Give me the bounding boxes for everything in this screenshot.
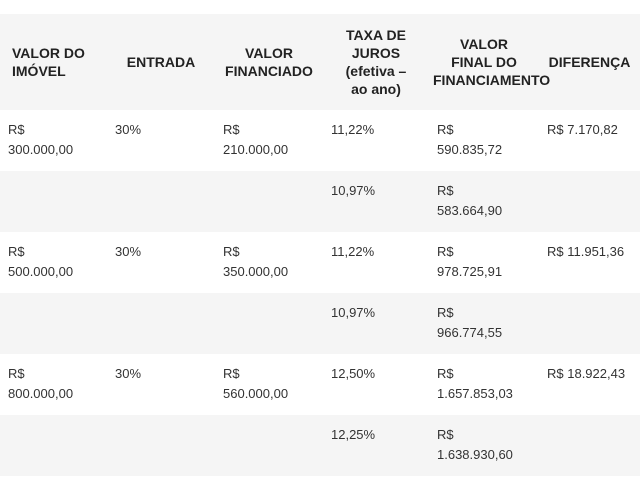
cell-difference: R$ 11.951,36	[547, 244, 625, 259]
cell-final-value: R$ 1.657.853,03	[437, 366, 513, 401]
cell-property-value: R$ 300.000,00	[8, 122, 74, 157]
table-row: 10,97% R$ 966.774,55	[0, 293, 640, 354]
cell-financed-value	[215, 293, 323, 354]
cell-property-value: R$ 500.000,00	[8, 244, 74, 279]
cell-difference	[539, 171, 640, 232]
cell-interest-rate: 12,50%	[331, 366, 376, 381]
cell-property-value	[0, 415, 107, 476]
cell-final-value: R$ 583.664,90	[437, 183, 503, 218]
cell-interest-rate: 10,97%	[331, 305, 376, 320]
cell-down-payment	[107, 171, 215, 232]
header-interest-rate: TAXA DE JUROS (efetiva – ao ano)	[345, 27, 407, 97]
cell-property-value: R$ 800.000,00	[8, 366, 74, 401]
cell-financed-value: R$ 560.000,00	[223, 366, 289, 401]
cell-financed-value: R$ 210.000,00	[223, 122, 289, 157]
header-financed-value: VALOR FINANCIADO	[225, 45, 313, 79]
cell-interest-rate: 11,22%	[331, 122, 375, 137]
cell-property-value	[0, 171, 107, 232]
header-down-payment: ENTRADA	[126, 54, 196, 70]
cell-property-value	[0, 293, 107, 354]
cell-difference	[539, 415, 640, 476]
header-final-financing-value: VALOR FINAL DO FINANCIAMENTO	[433, 36, 551, 88]
cell-final-value: R$ 966.774,55	[437, 305, 503, 340]
cell-final-value: R$ 1.638.930,60	[437, 427, 513, 462]
cell-interest-rate: 12,25%	[331, 427, 376, 442]
table-body: R$ 300.000,00 30% R$ 210.000,00 11,22% R$ 5…	[0, 110, 640, 476]
cell-down-payment: 30%	[115, 366, 142, 381]
cell-interest-rate: 10,97%	[331, 183, 376, 198]
cell-down-payment: 30%	[115, 122, 142, 137]
financing-comparison-table: VALOR DO IMÓVEL ENTRADA VALOR FINANCIADO…	[0, 14, 640, 476]
cell-difference: R$ 18.922,43	[547, 366, 626, 381]
table-header: VALOR DO IMÓVEL ENTRADA VALOR FINANCIADO…	[0, 14, 640, 110]
cell-financed-value: R$ 350.000,00	[223, 244, 289, 279]
cell-final-value: R$ 590.835,72	[437, 122, 503, 157]
table-row: R$ 800.000,00 30% R$ 560.000,00 12,50% R$ 1…	[0, 354, 640, 415]
table-row: 10,97% R$ 583.664,90	[0, 171, 640, 232]
cell-difference: R$ 7.170,82	[547, 122, 618, 137]
cell-financed-value	[215, 415, 323, 476]
cell-financed-value	[215, 171, 323, 232]
table-row: 12,25% R$ 1.638.930,60	[0, 415, 640, 476]
header-property-value: VALOR DO IMÓVEL	[12, 45, 85, 79]
header-difference: DIFERENÇA	[548, 54, 631, 70]
table-row: R$ 300.000,00 30% R$ 210.000,00 11,22% R$ 5…	[0, 110, 640, 171]
header-row: VALOR DO IMÓVEL ENTRADA VALOR FINANCIADO…	[0, 14, 640, 110]
table-row: R$ 500.000,00 30% R$ 350.000,00 11,22% R$ 9…	[0, 232, 640, 293]
cell-difference	[539, 293, 640, 354]
cell-down-payment: 30%	[115, 244, 142, 259]
cell-interest-rate: 11,22%	[331, 244, 375, 259]
cell-down-payment	[107, 415, 215, 476]
cell-final-value: R$ 978.725,91	[437, 244, 503, 279]
cell-down-payment	[107, 293, 215, 354]
